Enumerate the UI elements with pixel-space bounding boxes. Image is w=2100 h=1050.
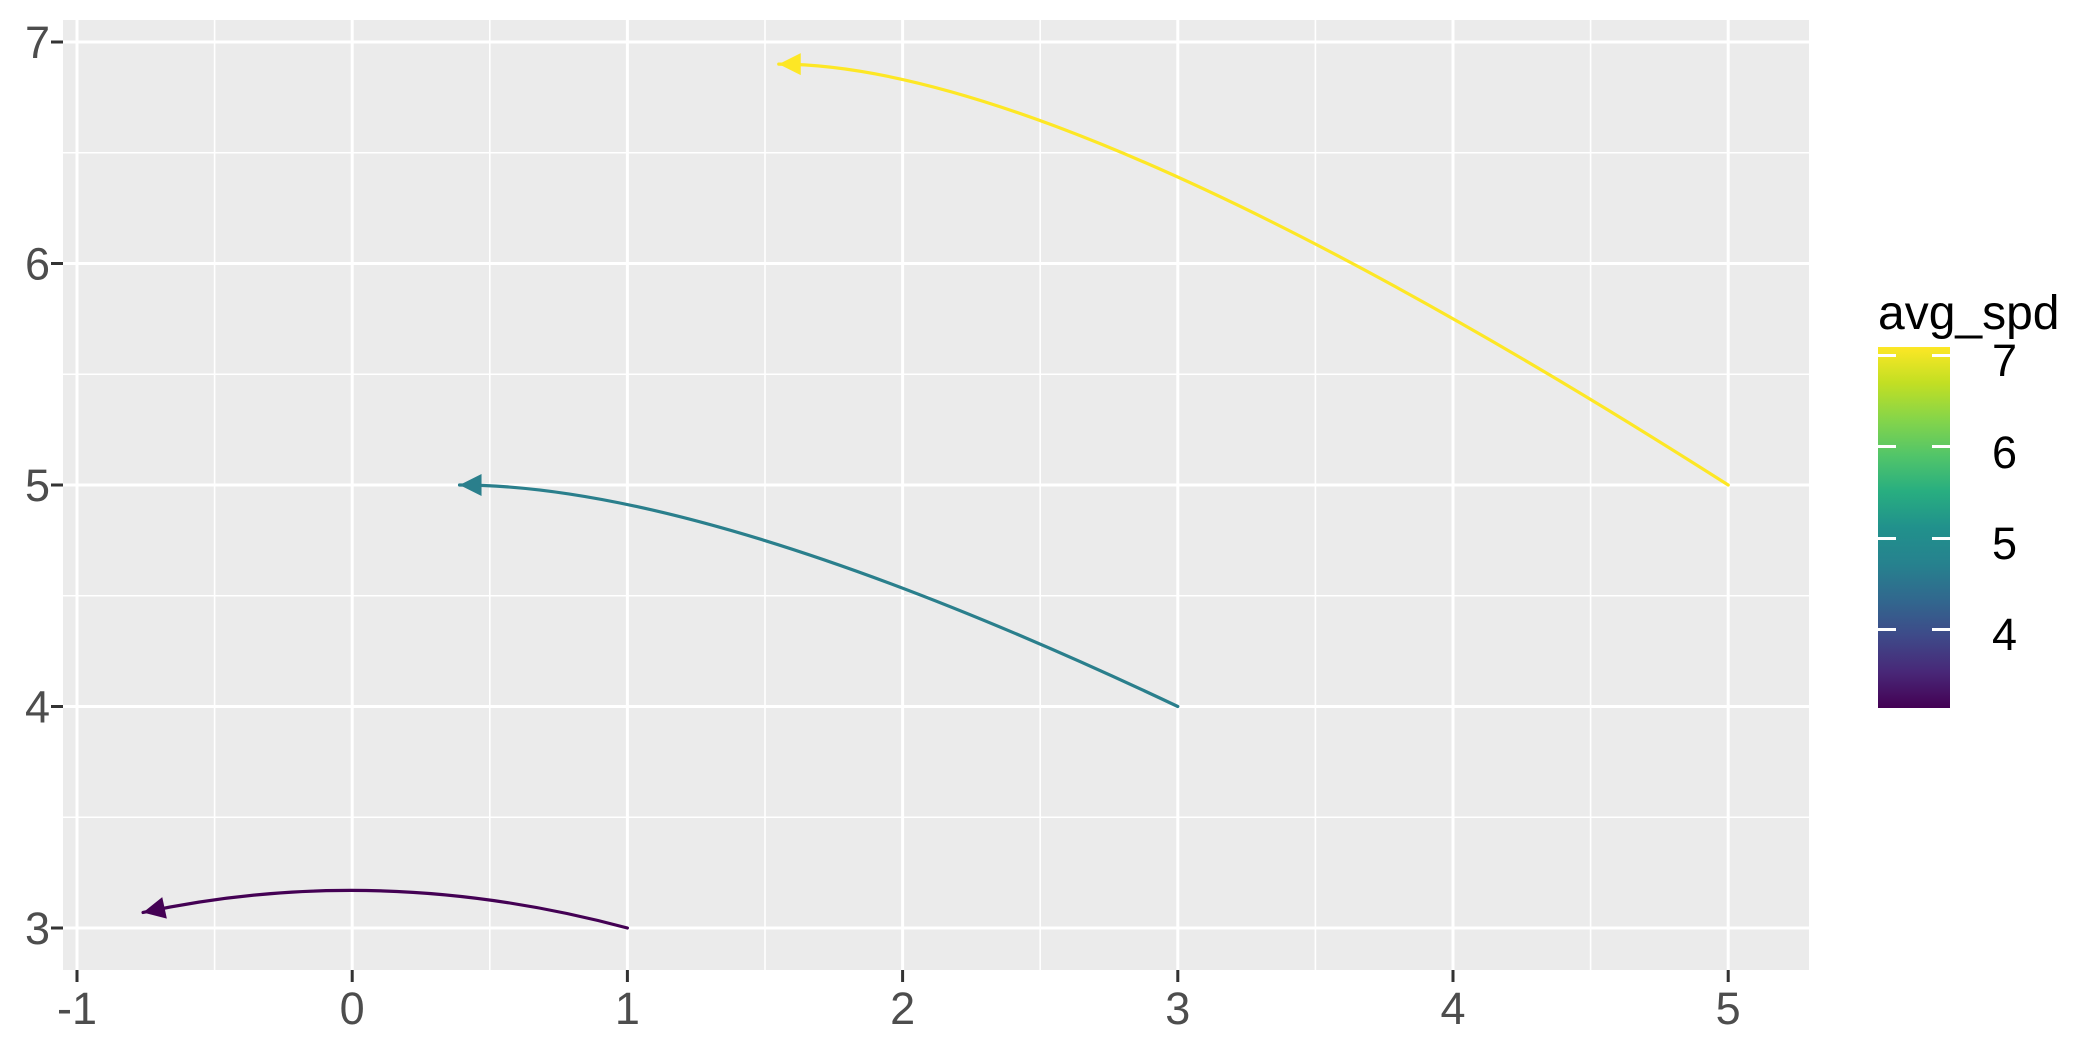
y-axis-tick-label: 3 — [25, 903, 50, 954]
curve-arrow-low-speed — [141, 888, 629, 930]
colorbar-tick-label: 6 — [1992, 426, 2018, 478]
y-axis-tick-label: 7 — [25, 17, 50, 68]
colorbar-tick-mark — [1878, 536, 1896, 540]
x-axis-tick-label: 1 — [615, 983, 640, 1034]
y-axis-tick-label: 4 — [25, 682, 50, 733]
x-axis-tick-label: -1 — [57, 983, 97, 1034]
y-axis-tick-label: 6 — [25, 239, 50, 290]
x-axis-tick-label: 3 — [1165, 983, 1190, 1034]
colorbar-tick-label: 5 — [1992, 518, 2018, 569]
colorbar-tick-mark — [1878, 627, 1896, 631]
colorbar-tick-mark — [1878, 353, 1896, 357]
colorbar-tick-label: 7 — [1992, 335, 2018, 387]
legend-title: avg_spd — [1878, 287, 2060, 340]
x-axis-tick-label: 5 — [1716, 983, 1741, 1034]
colorbar-tick-mark — [1932, 536, 1950, 540]
colorbar-tick-mark — [1932, 445, 1950, 449]
x-axis-tick-label: 0 — [340, 983, 365, 1034]
arrowhead-icon-arrow-low-speed — [143, 897, 167, 919]
colorbar-tick-label: 4 — [1992, 609, 2018, 661]
colorbar-tick-mark — [1878, 445, 1896, 449]
curve-arrow-mid-speed — [457, 483, 1180, 709]
arrowhead-icon-arrow-mid-speed — [459, 474, 482, 496]
arrowhead-icon-arrow-high-speed — [778, 53, 801, 76]
curve-arrow-high-speed — [777, 62, 1730, 487]
colorbar-tick-mark — [1932, 627, 1950, 631]
y-axis-tick-label: 5 — [25, 460, 50, 511]
x-axis-tick-label: 2 — [890, 983, 915, 1034]
x-axis-tick-label: 4 — [1440, 983, 1465, 1034]
plot-panel — [63, 20, 1809, 970]
colorbar-tick-mark — [1932, 353, 1950, 357]
colorbar — [1878, 347, 1950, 708]
